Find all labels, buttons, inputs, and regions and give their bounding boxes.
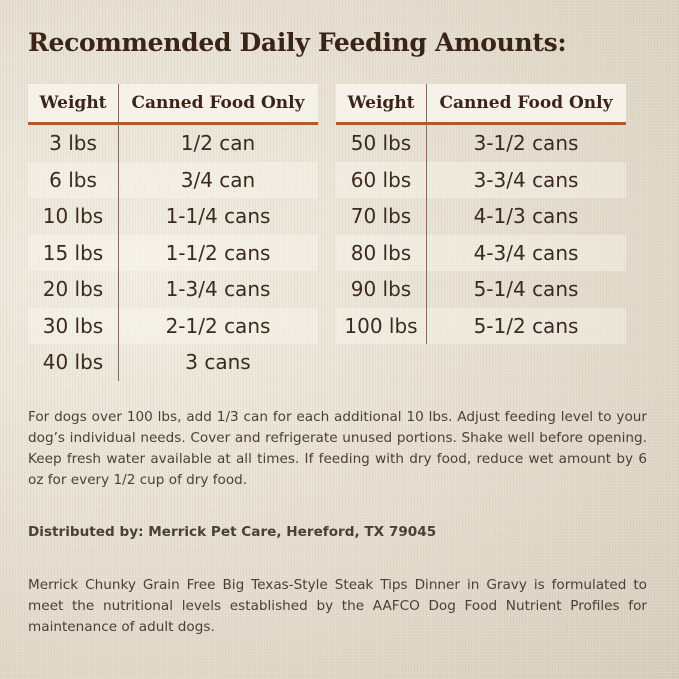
table-cell: 1-3/4 cans [165, 277, 271, 301]
header-cell: Weight [347, 93, 415, 113]
table-body: 3 lbs 1/2 can 6 lbs 3/4 can 10 lbs 1-1/4 cans… [28, 125, 318, 381]
table-row: 80 lbs 4-3/4 cans [336, 234, 626, 271]
title: Recommended Daily Feeding Amounts: [28, 28, 567, 57]
table-row: 90 lbs 5-1/4 cans [336, 271, 626, 308]
table-row: 10 lbs 1-1/4 cans [28, 198, 318, 235]
table-cell: 2-1/2 cans [165, 313, 271, 338]
table-cell: 100 lbs [344, 313, 418, 338]
table-cell: 15 lbs [42, 240, 104, 265]
header-row: Weight Canned Food Only [336, 84, 626, 125]
column-divider [118, 84, 119, 381]
table-row: 6 lbs 3/4 can [28, 161, 318, 198]
statement: Merrick Chunky Grain Free Big Texas-Styl… [28, 577, 647, 635]
header-cell: Canned Food Only [131, 93, 305, 113]
table-cell: 5-1/2 cans [473, 313, 579, 338]
table-cell: 3-3/4 cans [473, 167, 579, 192]
header-cell: Canned Food Only [439, 93, 613, 113]
table-row: 50 lbs 3-1/2 cans [336, 125, 626, 162]
instructions: For dogs over 100 lbs, add 1/3 can for e… [28, 409, 647, 488]
table-cell: 6 lbs [49, 167, 97, 192]
table-cell: 1-1/2 cans [165, 240, 271, 265]
column-divider [426, 84, 427, 344]
feeding-table: Weight Canned Food Only 50 lbs 3-1/2 cans 60… [336, 84, 626, 344]
table-cell: 90 lbs [350, 277, 412, 301]
table-cell: 3/4 can [180, 167, 256, 192]
table-row: 15 lbs 1-1/2 cans [28, 234, 318, 271]
table-row: 40 lbs 3 cans [28, 344, 318, 381]
table-cell: 40 lbs [42, 350, 104, 374]
table-cell: 70 lbs [350, 204, 412, 228]
table-cell: 3 lbs [49, 131, 97, 155]
table-cell: 60 lbs [350, 167, 412, 192]
table-row: 3 lbs 1/2 can [28, 125, 318, 162]
table-cell: 10 lbs [42, 204, 104, 228]
table-row: 20 lbs 1-3/4 cans [28, 271, 318, 308]
table-cell: 3-1/2 cans [473, 131, 579, 155]
table-cell: 50 lbs [350, 131, 412, 155]
table-row: 100 lbs 5-1/2 cans [336, 307, 626, 344]
table-body: 50 lbs 3-1/2 cans 60 lbs 3-3/4 cans 70 lbs 4-… [336, 125, 626, 344]
table-cell: 80 lbs [350, 240, 412, 265]
table-cell: 4-1/3 cans [473, 204, 579, 228]
table-cell: 5-1/4 cans [473, 277, 579, 301]
header-cell: Weight [39, 93, 107, 113]
header-row: Weight Canned Food Only [28, 84, 318, 125]
table-row: 60 lbs 3-3/4 cans [336, 161, 626, 198]
table-cell: 3 cans [185, 350, 251, 374]
table-row: 30 lbs 2-1/2 cans [28, 307, 318, 344]
table-row: 70 lbs 4-1/3 cans [336, 198, 626, 235]
table-cell: 30 lbs [42, 313, 104, 338]
table-cell: 4-3/4 cans [473, 240, 579, 265]
distributor: Distributed by: Merrick Pet Care, Herefo… [28, 524, 437, 540]
table-cell: 1-1/4 cans [165, 204, 271, 228]
table-cell: 20 lbs [42, 277, 104, 301]
feeding-table: Weight Canned Food Only 3 lbs 1/2 can 6 lbs 3… [28, 84, 318, 381]
table-cell: 1/2 can [180, 131, 256, 155]
